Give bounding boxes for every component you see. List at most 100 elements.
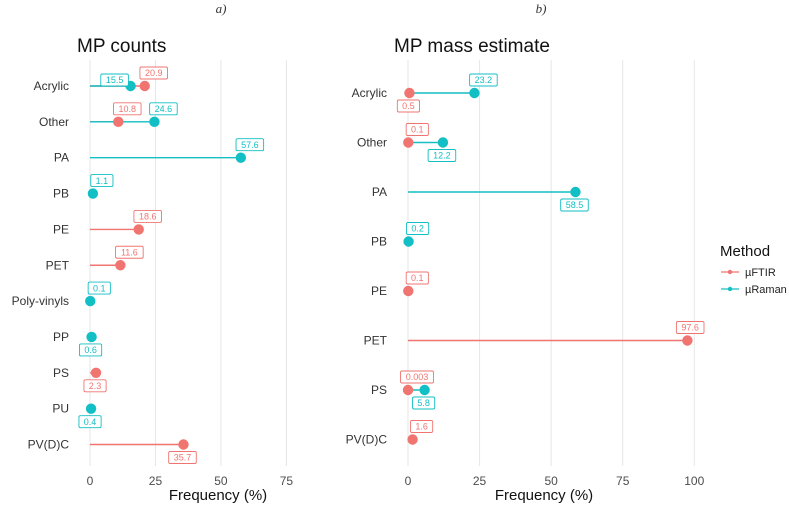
svg-text:2.3: 2.3 xyxy=(89,381,102,391)
panel-letter-a: a) xyxy=(216,1,227,16)
svg-text:11.6: 11.6 xyxy=(121,247,138,257)
tick-label-x-50: 50 xyxy=(214,474,228,488)
point-raman-other xyxy=(149,116,160,128)
x-axis-title: Frequency (%) xyxy=(495,487,593,504)
tick-label-x-0: 0 xyxy=(87,474,94,488)
svg-text:58.5: 58.5 xyxy=(566,200,584,210)
category-label-pe: PE xyxy=(53,222,69,236)
data-label-ftir-acrylic: 0.5 xyxy=(396,99,420,113)
data-label-raman-acrylic: 15.5 xyxy=(100,73,129,87)
svg-text:24.6: 24.6 xyxy=(155,104,173,114)
svg-text:0.4: 0.4 xyxy=(84,417,97,427)
svg-text:1.6: 1.6 xyxy=(415,422,428,432)
category-label-acrylic: Acrylic xyxy=(352,86,387,100)
data-label-raman-other: 12.2 xyxy=(427,149,457,162)
data-label-raman-acrylic: 23.2 xyxy=(469,73,498,87)
point-raman-acrylic xyxy=(469,87,480,99)
data-label-ftir-pv-d-c: 1.6 xyxy=(410,420,434,433)
svg-text:0.6: 0.6 xyxy=(84,345,97,355)
chart-title: MP counts xyxy=(77,36,166,57)
point-ftir-other xyxy=(113,116,124,128)
tick-label-x-0: 0 xyxy=(405,474,412,488)
category-label-pb: PB xyxy=(371,235,387,249)
category-label-pv-d-c: PV(D)C xyxy=(346,433,388,447)
data-label-raman-ps: 5.8 xyxy=(412,396,436,410)
chart-title: MP mass estimate xyxy=(394,36,550,57)
data-label-raman-poly-vinyls: 0.1 xyxy=(87,281,111,295)
tick-label-x-75: 75 xyxy=(616,474,630,488)
data-label-ftir-pv-d-c: 35.7 xyxy=(168,451,197,464)
data-label-ftir-ps: 2.3 xyxy=(83,379,107,393)
tick-label-x-100: 100 xyxy=(684,474,704,488)
x-axis-title: Frequency (%) xyxy=(169,487,267,504)
data-label-raman-pb: 0.2 xyxy=(406,222,430,235)
category-label-ps: PS xyxy=(371,383,387,397)
point-raman-ps xyxy=(419,384,430,396)
category-label-pp: PP xyxy=(53,330,69,344)
category-label-acrylic: Acrylic xyxy=(34,79,69,93)
data-label-raman-pp: 0.6 xyxy=(79,343,103,357)
data-label-ftir-ps: 0.003 xyxy=(400,370,434,384)
data-label-raman-other: 24.6 xyxy=(149,102,178,116)
svg-text:0.5: 0.5 xyxy=(402,101,415,111)
svg-text:0.003: 0.003 xyxy=(406,372,429,382)
point-ftir-acrylic xyxy=(404,87,415,99)
svg-text:0.1: 0.1 xyxy=(93,283,106,293)
point-ftir-pe xyxy=(133,224,144,235)
data-label-ftir-pet: 97.6 xyxy=(675,321,705,334)
category-label-pa: PA xyxy=(54,151,69,165)
tick-label-x-75: 75 xyxy=(280,474,294,488)
data-label-ftir-other: 0.1 xyxy=(405,123,429,136)
tick-label-x-25: 25 xyxy=(473,474,487,488)
category-label-other: Other xyxy=(357,136,387,150)
tick-label-x-50: 50 xyxy=(544,474,558,488)
data-label-ftir-pe: 0.1 xyxy=(405,271,429,285)
svg-text:0.1: 0.1 xyxy=(411,273,424,283)
category-label-pet: PET xyxy=(46,258,70,272)
data-label-raman-pa: 57.6 xyxy=(235,138,265,152)
point-raman-pa xyxy=(235,152,247,163)
category-label-pb: PB xyxy=(53,187,69,201)
svg-text:15.5: 15.5 xyxy=(106,75,124,85)
svg-text:12.2: 12.2 xyxy=(433,151,451,161)
category-label-other: Other xyxy=(39,115,69,129)
svg-text:35.7: 35.7 xyxy=(174,453,192,463)
point-ftir-pe xyxy=(403,285,414,297)
category-label-pet: PET xyxy=(364,334,388,348)
point-ftir-pv-d-c xyxy=(178,439,189,450)
data-label-ftir-acrylic: 20.9 xyxy=(139,66,168,80)
legend-entry-ftir: µFTIR xyxy=(721,267,776,279)
point-ftir-other xyxy=(403,137,414,148)
point-raman-poly-vinyls xyxy=(85,295,96,307)
category-label-poly-vinyls: Poly-vinyls xyxy=(12,294,69,308)
svg-text:1.1: 1.1 xyxy=(96,176,109,186)
svg-text:5.8: 5.8 xyxy=(417,398,430,408)
legend: Method µFTIR µRaman xyxy=(720,243,787,296)
point-raman-pb xyxy=(87,188,99,199)
category-label-pa: PA xyxy=(372,185,387,199)
svg-text:0.1: 0.1 xyxy=(411,125,424,135)
svg-text:18.6: 18.6 xyxy=(139,212,157,222)
point-raman-pb xyxy=(403,236,414,247)
svg-text:10.8: 10.8 xyxy=(119,104,137,114)
legend-key-point xyxy=(727,269,733,275)
svg-text:20.9: 20.9 xyxy=(145,68,163,78)
data-label-raman-pb: 1.1 xyxy=(90,174,114,188)
category-label-pu: PU xyxy=(52,402,69,416)
data-label-ftir-pet: 11.6 xyxy=(115,245,144,259)
legend-label: µFTIR xyxy=(745,267,776,279)
category-label-pv-d-c: PV(D)C xyxy=(28,438,70,452)
point-ftir-pv-d-c xyxy=(407,434,418,445)
data-label-raman-pa: 58.5 xyxy=(560,198,589,212)
legend-entry-raman: µRaman xyxy=(721,284,787,296)
category-label-pe: PE xyxy=(371,284,387,298)
legend-key-point xyxy=(727,286,733,292)
legend-title: Method xyxy=(720,243,770,260)
point-raman-pu xyxy=(85,403,97,414)
svg-text:23.2: 23.2 xyxy=(475,75,493,85)
chart-panel-mp-mass: MP mass estimate Acrylic Other PA PB PE PET PS P… xyxy=(346,36,705,504)
tick-label-x-25: 25 xyxy=(149,474,163,488)
point-raman-pp xyxy=(86,331,97,343)
point-ftir-ps xyxy=(402,384,414,396)
